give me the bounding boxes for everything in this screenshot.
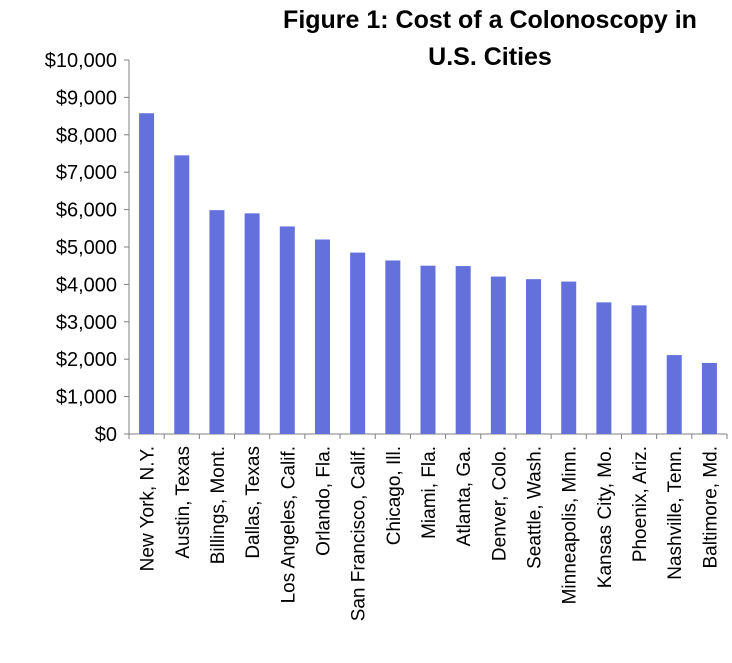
x-tick-label: Billings, Mont. xyxy=(208,446,229,564)
x-tick-label: Austin, Texas xyxy=(173,446,194,559)
bar xyxy=(314,239,330,434)
y-tick-label: $7,000 xyxy=(56,162,117,184)
x-tick-label: New York, N.Y. xyxy=(138,446,159,571)
y-tick-label: $0 xyxy=(95,424,117,446)
x-tick-label: Atlanta, Ga. xyxy=(454,446,475,546)
y-tick-label: $10,000 xyxy=(45,50,117,72)
bar xyxy=(490,276,506,434)
x-tick-label: Orlando, Fla. xyxy=(313,446,334,556)
bar xyxy=(350,252,366,434)
bar xyxy=(209,210,225,434)
bar xyxy=(666,355,682,434)
x-tick-label: Miami, Fla. xyxy=(419,446,440,539)
bar xyxy=(701,362,717,434)
x-tick-label: Seattle, Wash. xyxy=(525,446,546,569)
bar xyxy=(561,281,577,434)
x-tick-label: Denver, Colo. xyxy=(489,446,510,561)
y-tick-label: $8,000 xyxy=(56,125,117,147)
y-tick-label: $1,000 xyxy=(56,387,117,409)
bar xyxy=(420,265,436,434)
x-tick-label: Phoenix, Ariz. xyxy=(630,446,651,562)
bar xyxy=(174,155,190,434)
y-tick-label: $6,000 xyxy=(56,200,117,222)
chart-title: Figure 1: Cost of a Colonoscopy in U.S. … xyxy=(283,6,697,71)
y-tick-label: $2,000 xyxy=(56,349,117,371)
x-tick-label: San Francisco, Calif. xyxy=(349,446,370,621)
x-tick-label: Kansas City, Mo. xyxy=(595,446,616,588)
x-tick-label: Los Angeles, Calif. xyxy=(278,446,299,603)
x-tick-label: Dallas, Texas xyxy=(243,446,264,559)
y-tick-label: $3,000 xyxy=(56,312,117,334)
bar xyxy=(596,302,612,434)
x-tick-label: Baltimore, Md. xyxy=(700,446,721,568)
bar xyxy=(526,279,542,434)
x-tick-label: Nashville, Tenn. xyxy=(665,446,686,580)
x-tick-label: Chicago, Ill. xyxy=(384,446,405,545)
bar xyxy=(139,113,155,434)
bar xyxy=(279,226,295,434)
bar xyxy=(631,305,647,434)
x-tick-label: Minneapolis, Minn. xyxy=(560,446,581,604)
y-tick-label: $9,000 xyxy=(56,87,117,109)
y-tick-label: $4,000 xyxy=(56,274,117,296)
bar xyxy=(244,213,260,434)
bar xyxy=(385,260,401,434)
y-tick-label: $5,000 xyxy=(56,237,117,259)
bar xyxy=(455,266,471,434)
